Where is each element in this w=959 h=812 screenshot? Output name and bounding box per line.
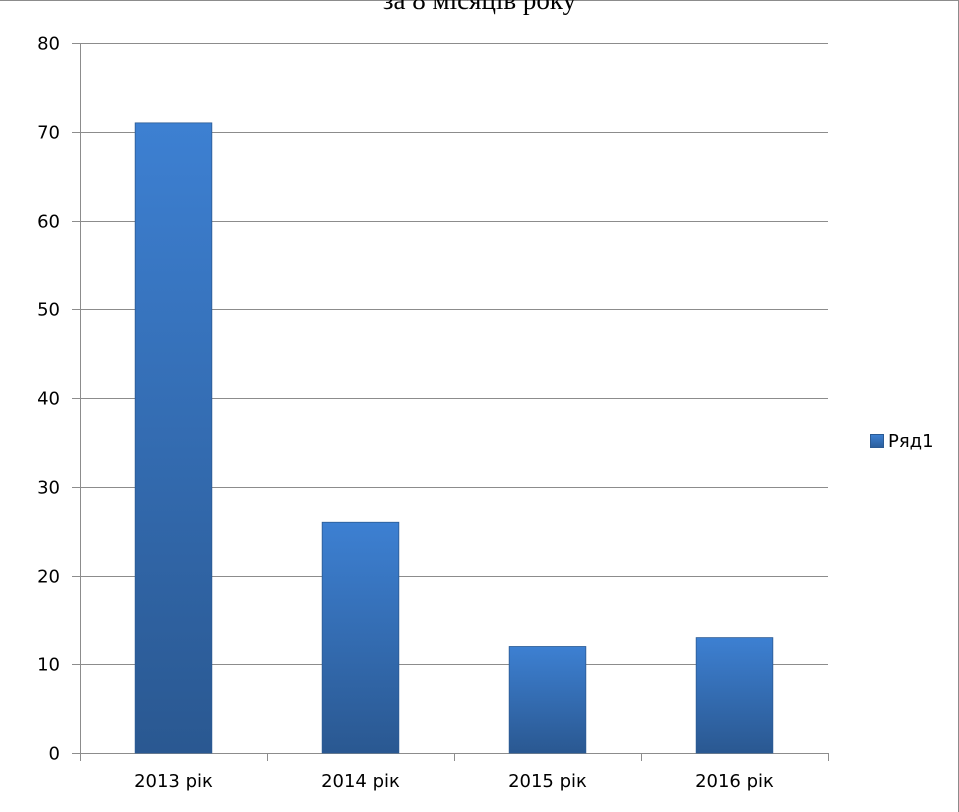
x-tick-label: 2014 рік [321,771,400,792]
y-tick-label: 30 [37,478,60,499]
y-tick-label: 70 [37,123,60,144]
bar-3 [508,646,587,754]
bar-4 [695,637,774,754]
y-tick-label: 0 [49,744,60,765]
y-tick-label: 50 [37,300,60,321]
x-tick-label: 2013 рік [134,771,213,792]
y-tick-label: 60 [37,212,60,233]
legend-swatch [870,434,884,448]
chart-title: за 8 місяців року [382,0,577,15]
bar-1 [134,122,213,754]
x-tick-label: 2016 рік [695,771,774,792]
bar-2 [321,521,400,754]
y-tick-label: 20 [37,567,60,588]
bars [134,122,774,754]
y-tick-label: 10 [37,655,60,676]
y-tick-label: 40 [37,389,60,410]
legend-label: Ряд1 [888,430,934,452]
y-tick-label: 80 [37,34,60,55]
x-tick-label: 2015 рік [508,771,587,792]
axes [80,43,829,761]
tick-labels: 0 10 20 30 40 50 60 70 80 2013 рік 2014 рік 2015 рі… [37,34,774,793]
legend: Ряд1 [870,430,934,452]
